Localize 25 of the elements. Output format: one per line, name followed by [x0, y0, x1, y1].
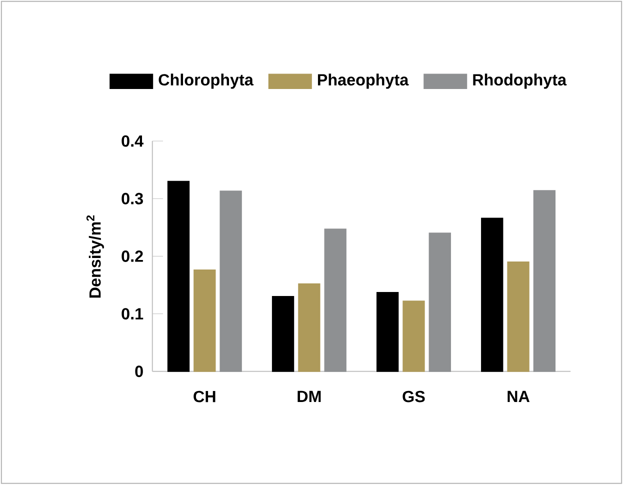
bar [194, 270, 216, 372]
legend-label: Chlorophyta [158, 74, 254, 89]
x-tick-label: CH [194, 390, 216, 402]
y-tick-label: 0.4 [122, 135, 144, 147]
x-tick-label: DM [298, 390, 321, 402]
x-tick-label: GS [402, 390, 425, 402]
y-axis-title: Density/m$^{2}$ [86, 216, 104, 298]
y-tick-label: 0.1 [122, 308, 144, 320]
y-tick-label: 0.3 [122, 193, 143, 204]
bar [376, 292, 399, 372]
bar [272, 296, 294, 372]
bar [533, 190, 556, 372]
y-tick-label: 0 [135, 366, 143, 378]
legend-label: Rhodophyta [473, 74, 567, 89]
bar [167, 180, 190, 372]
bar [428, 232, 451, 372]
bar [324, 228, 346, 372]
legend-label: Phaeophyta [318, 74, 409, 89]
x-tick-label: NA [508, 390, 530, 402]
bar [402, 300, 425, 372]
bar [507, 262, 530, 372]
y-tick-label: 0.2 [122, 250, 143, 262]
bar [298, 283, 320, 372]
bar [220, 190, 242, 372]
bar [481, 218, 504, 372]
